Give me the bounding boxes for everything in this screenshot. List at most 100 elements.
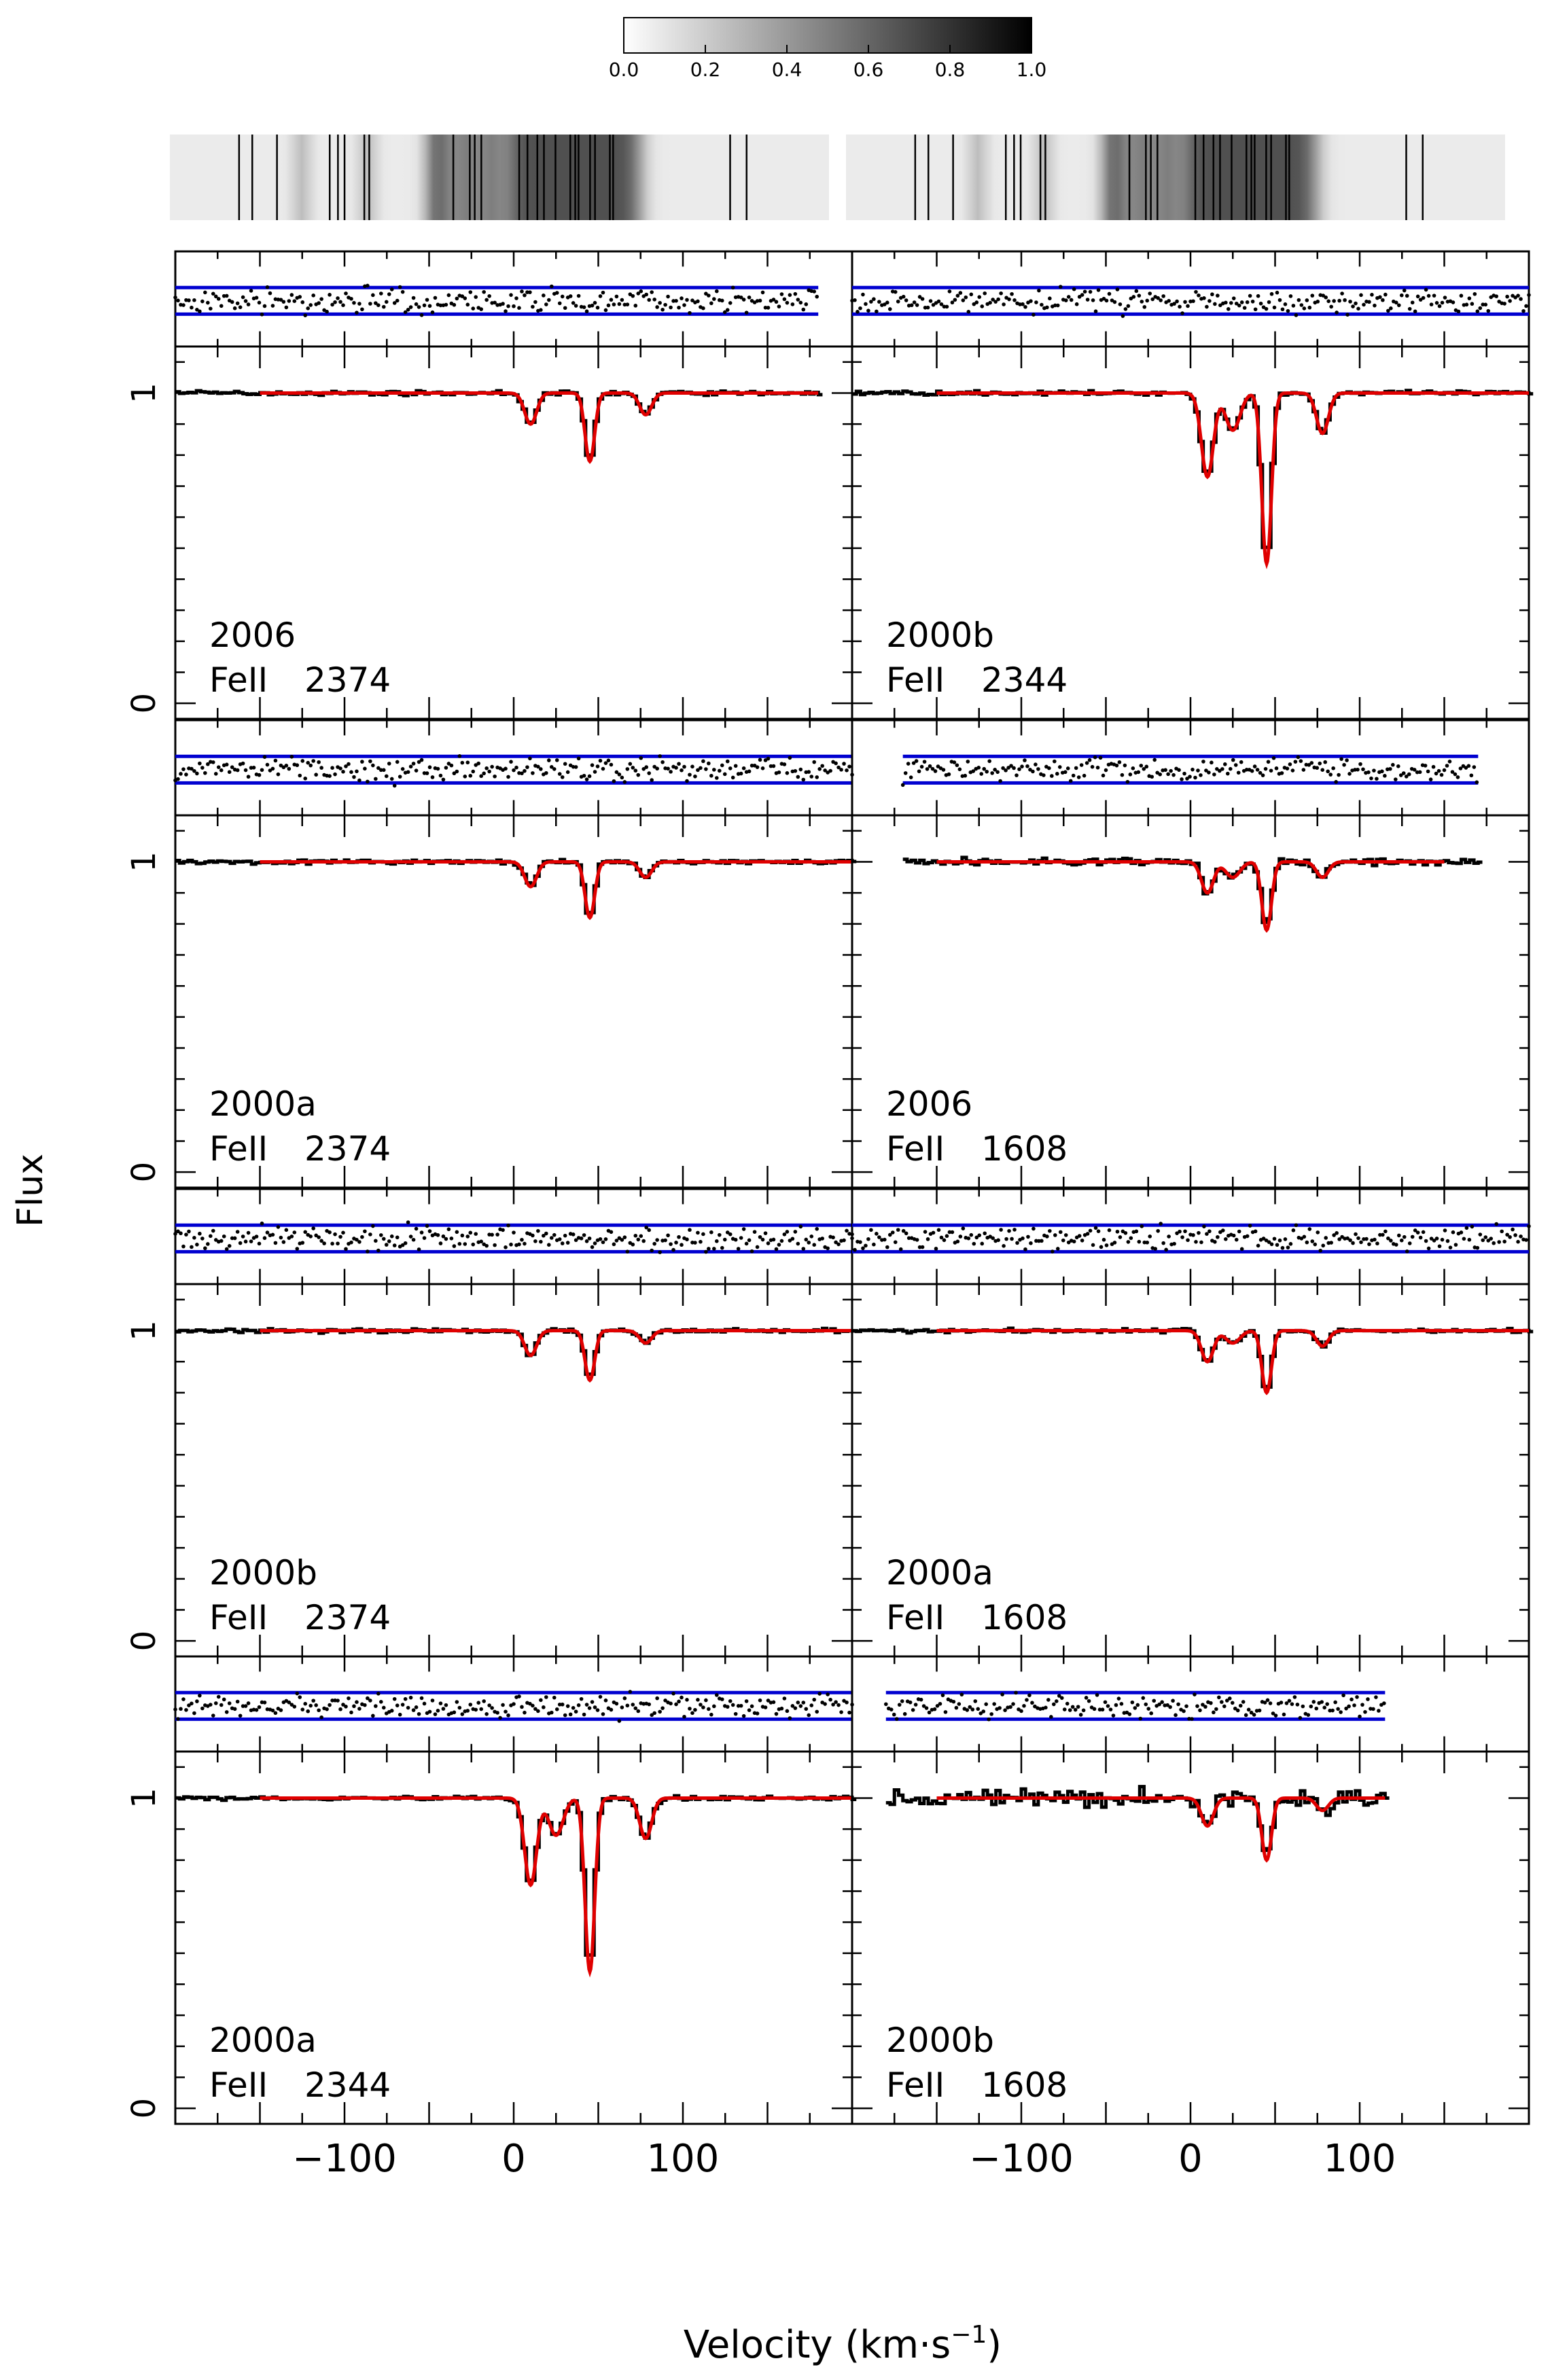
residual-point: [1311, 1700, 1316, 1704]
residual-point: [273, 1711, 278, 1716]
residual-point: [270, 304, 275, 308]
residual-point: [1360, 1703, 1364, 1707]
residual-point: [1152, 758, 1157, 762]
residual-point: [273, 1241, 278, 1245]
residual-point: [995, 770, 1000, 775]
residual-point: [747, 769, 752, 774]
residual-point: [647, 298, 651, 302]
residual-point: [788, 1716, 792, 1720]
residual-point: [1337, 298, 1341, 303]
residual-point: [1282, 1712, 1286, 1717]
residual-point: [1250, 769, 1254, 773]
residual-point: [998, 1706, 1002, 1710]
residual-point: [514, 296, 518, 300]
residual-point: [1182, 1709, 1186, 1713]
residual-point: [1348, 1238, 1352, 1243]
residual-point: [847, 764, 851, 769]
residual-point: [200, 766, 205, 770]
residual-point: [557, 301, 562, 306]
residual-point: [1046, 1698, 1051, 1702]
residual-point: [1079, 763, 1084, 767]
residual-point: [590, 303, 595, 308]
residual-point: [1464, 766, 1468, 770]
residual-point: [279, 298, 283, 302]
residual-point: [349, 1710, 353, 1715]
residual-point: [801, 1247, 806, 1251]
panel-wavelength-label: 1608: [981, 1598, 1068, 1637]
residual-point: [1330, 1708, 1335, 1713]
residual-point: [173, 1232, 177, 1236]
residual-point: [1258, 770, 1263, 775]
residual-point: [1098, 756, 1103, 760]
residual-point: [476, 1701, 481, 1705]
residual-point: [528, 756, 532, 761]
residual-point: [406, 770, 410, 775]
residual-point: [950, 300, 955, 305]
residual-point: [1345, 1236, 1350, 1241]
residual-point: [793, 1230, 798, 1234]
residual-point: [798, 767, 803, 772]
residual-point: [249, 1239, 253, 1243]
residual-point: [1053, 1233, 1057, 1237]
residual-point: [856, 310, 860, 314]
residual-point: [736, 1247, 741, 1251]
residual-point: [270, 766, 275, 771]
residual-point: [192, 1235, 196, 1240]
residual-point: [701, 759, 705, 764]
residual-point: [179, 1231, 183, 1236]
panel-wavelength-label: 2344: [304, 2065, 391, 2105]
residual-point: [1320, 1700, 1324, 1704]
residual-point: [1099, 1245, 1104, 1249]
residual-point: [1355, 1695, 1359, 1699]
residual-point: [460, 1233, 465, 1238]
residual-point: [908, 1700, 913, 1705]
residual-point: [525, 765, 529, 769]
residual-point: [861, 1246, 865, 1251]
residual-point: [366, 1249, 370, 1254]
residual-point: [763, 305, 768, 310]
residual-point: [911, 761, 916, 765]
residual-point: [471, 306, 476, 310]
residual-point: [249, 289, 253, 293]
residual-point: [1194, 289, 1198, 294]
residual-point: [425, 771, 429, 775]
model-fit: [260, 1329, 852, 1383]
residual-point: [991, 298, 995, 302]
residual-point: [1249, 1710, 1254, 1715]
residual-point: [712, 1247, 716, 1251]
residual-point: [1059, 1696, 1064, 1700]
residual-point: [1339, 757, 1343, 761]
residual-point: [671, 1247, 675, 1252]
residual-point: [517, 1242, 521, 1247]
residual-point: [758, 1698, 762, 1703]
residual-point: [506, 304, 510, 308]
residual-point: [484, 1712, 489, 1716]
residual-point: [663, 1699, 667, 1703]
panel-transition-label: FeII: [886, 2065, 945, 2105]
residual-point: [785, 771, 790, 775]
residual-point: [674, 1702, 678, 1707]
residual-point: [1031, 1226, 1036, 1231]
residual-point: [289, 1703, 294, 1707]
spectrum-data: [852, 1326, 1534, 1389]
residual-point: [920, 1245, 925, 1249]
residual-point: [303, 777, 308, 781]
residual-point: [552, 1232, 557, 1237]
residual-point: [1008, 1705, 1012, 1709]
residual-point: [279, 1235, 283, 1240]
residual-point: [633, 304, 638, 308]
residual-point: [273, 758, 278, 763]
residual-point: [398, 285, 402, 289]
residual-point: [232, 1236, 237, 1241]
residual-point: [601, 1240, 605, 1245]
residual-point: [1434, 1237, 1439, 1241]
residual-point: [968, 1705, 972, 1709]
residual-point: [622, 1235, 627, 1239]
residual-point: [1082, 773, 1087, 778]
residual-point: [1432, 1239, 1436, 1243]
residual-point: [241, 1235, 245, 1239]
residual-point: [457, 754, 462, 758]
residual-point: [1171, 772, 1176, 777]
